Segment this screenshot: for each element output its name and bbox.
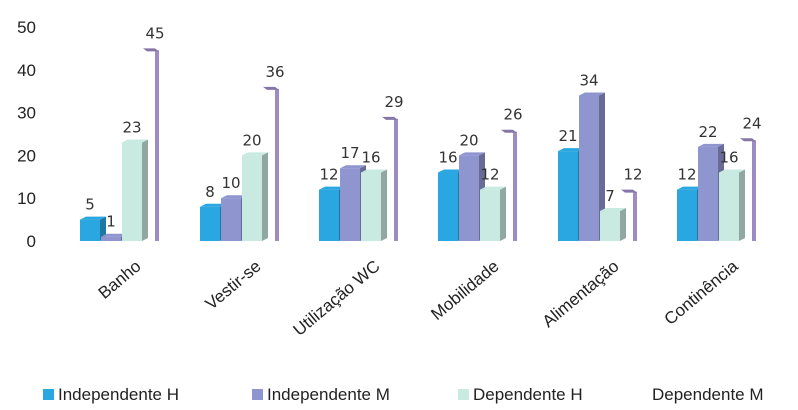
y-tick-label: 20 — [17, 146, 36, 165]
data-label: 12 — [319, 166, 338, 184]
data-label: 24 — [742, 114, 761, 132]
y-tick-label: 50 — [17, 18, 36, 37]
category-label: Alimentação — [539, 257, 623, 332]
data-label: 12 — [480, 166, 499, 184]
y-tick-label: 10 — [17, 189, 36, 208]
bar-independente-h-0 — [80, 216, 106, 241]
bar-dependente-h-1 — [242, 152, 268, 241]
data-label: 8 — [205, 183, 215, 201]
legend-swatch — [43, 389, 54, 400]
legend-item: Independente H — [43, 385, 179, 404]
bar-dependente-m-1 — [263, 86, 279, 241]
legend-label: Dependente M — [652, 385, 764, 404]
legend-label: Independente M — [267, 385, 390, 404]
bar-dependente-h-4 — [600, 208, 626, 241]
legend-swatch — [637, 389, 648, 400]
legend-item: Dependente H — [458, 385, 583, 404]
legend-swatch — [458, 389, 469, 400]
legend-label: Dependente H — [473, 385, 583, 404]
category-labels: Banho Vestir-se Utilização WC Mobilidade Ali… — [95, 256, 742, 340]
data-label: 17 — [340, 144, 359, 162]
bar-dependente-h-2 — [361, 169, 387, 241]
data-label: 7 — [605, 187, 615, 205]
data-label: 29 — [384, 93, 403, 111]
data-label: 23 — [122, 119, 141, 137]
data-label: 10 — [221, 174, 240, 192]
legend-label: Independente H — [58, 385, 179, 404]
data-label: 12 — [623, 166, 642, 184]
bar-dependente-m-5 — [740, 138, 756, 241]
data-label: 16 — [438, 149, 457, 167]
data-label: 21 — [558, 127, 577, 145]
data-label: 45 — [145, 24, 164, 42]
legend-item: Independente M — [252, 385, 390, 404]
category-label: Continência — [661, 256, 742, 329]
category-label: Vestir-se — [202, 257, 265, 314]
category-label: Mobilidade — [427, 257, 502, 324]
data-label: 20 — [242, 131, 261, 149]
y-tick-label: 40 — [17, 61, 36, 80]
data-label: 16 — [719, 149, 738, 167]
y-tick-label: 0 — [27, 232, 36, 251]
bar-dependente-h-0 — [122, 139, 148, 241]
bar-dependente-m-0 — [143, 48, 159, 242]
data-label: 36 — [265, 63, 284, 81]
y-axis-ticks: 0 10 20 30 40 50 — [17, 18, 36, 251]
category-label: Utilização WC — [290, 257, 384, 340]
legend: Independente H Independente M Dependente H… — [43, 385, 764, 404]
data-label: 1 — [106, 213, 116, 231]
data-label: 5 — [85, 196, 95, 214]
data-label: 26 — [503, 106, 522, 124]
bar-dependente-h-5 — [719, 169, 745, 241]
bar-dependente-m-3 — [501, 129, 517, 241]
category-label: Banho — [95, 257, 145, 303]
legend-swatch — [252, 389, 263, 400]
data-label: 34 — [579, 71, 598, 89]
chart-bars — [80, 48, 756, 242]
data-label: 16 — [361, 149, 380, 167]
data-label: 20 — [459, 131, 478, 149]
bar-dependente-m-2 — [382, 116, 398, 241]
bar-dependente-h-3 — [480, 186, 506, 241]
bar-independente-m-4 — [579, 92, 605, 241]
bar-dependente-m-4 — [621, 189, 637, 241]
data-label: 12 — [677, 166, 696, 184]
data-label: 22 — [698, 123, 717, 141]
y-tick-label: 30 — [17, 104, 36, 123]
legend-item: Dependente M — [637, 385, 764, 404]
